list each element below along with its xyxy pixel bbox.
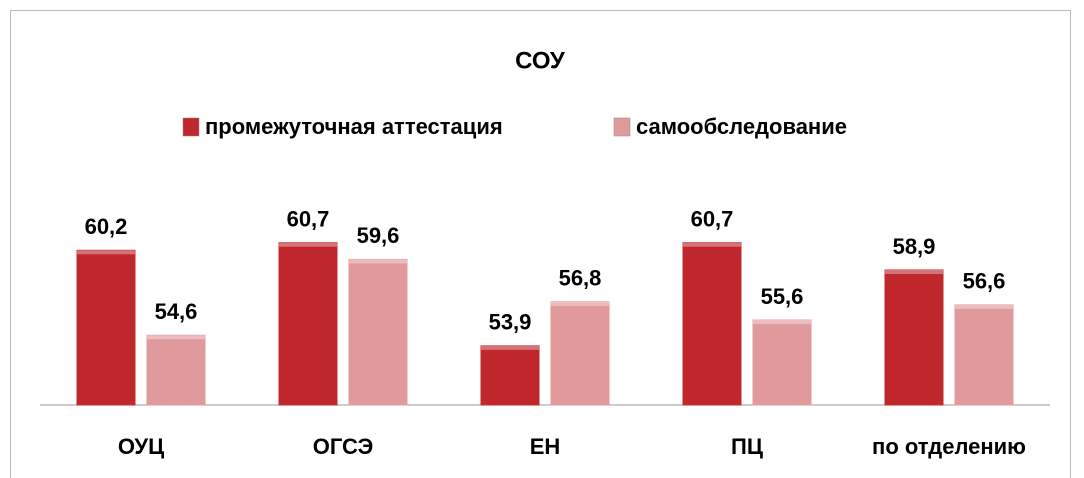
legend-swatch (182, 117, 200, 137)
bar (278, 242, 338, 406)
bar (550, 301, 610, 406)
bar-top (955, 304, 1013, 309)
data-label: 60,7 (287, 207, 330, 232)
x-tick-label: ОГСЭ (313, 434, 374, 459)
data-label: 54,6 (155, 299, 198, 324)
bar-top (683, 242, 741, 247)
chart-title: СОУ (515, 47, 566, 74)
x-tick-label: ОУЦ (118, 434, 164, 459)
data-label: 59,6 (357, 223, 400, 248)
legend-label: самообследование (636, 114, 847, 139)
bar-top (77, 250, 135, 255)
bar (752, 319, 812, 406)
bar (146, 334, 206, 406)
data-label: 60,7 (691, 207, 734, 232)
data-label: 56,6 (963, 269, 1006, 294)
data-label: 53,9 (489, 310, 532, 335)
bar-top (147, 335, 205, 340)
bar (480, 345, 540, 406)
legend-label: промежуточная аттестация (205, 114, 503, 139)
bar-top (279, 242, 337, 247)
data-label: 58,9 (893, 234, 936, 259)
legend-swatch (613, 117, 631, 137)
bar (954, 304, 1014, 406)
data-label: 55,6 (761, 284, 804, 309)
bar-top (349, 259, 407, 264)
bar-top (753, 320, 811, 325)
x-tick-label: по отделению (872, 434, 1026, 459)
bar (884, 269, 944, 406)
x-tick-label: ЕН (530, 434, 561, 459)
data-label: 56,8 (559, 266, 602, 291)
bar-top (551, 301, 609, 306)
x-tick-label: ПЦ (731, 434, 763, 459)
bar-top (481, 345, 539, 350)
bar (682, 242, 742, 406)
data-label: 60,2 (85, 214, 128, 239)
bar (76, 249, 136, 406)
bar-top (885, 270, 943, 275)
bar (348, 258, 408, 406)
